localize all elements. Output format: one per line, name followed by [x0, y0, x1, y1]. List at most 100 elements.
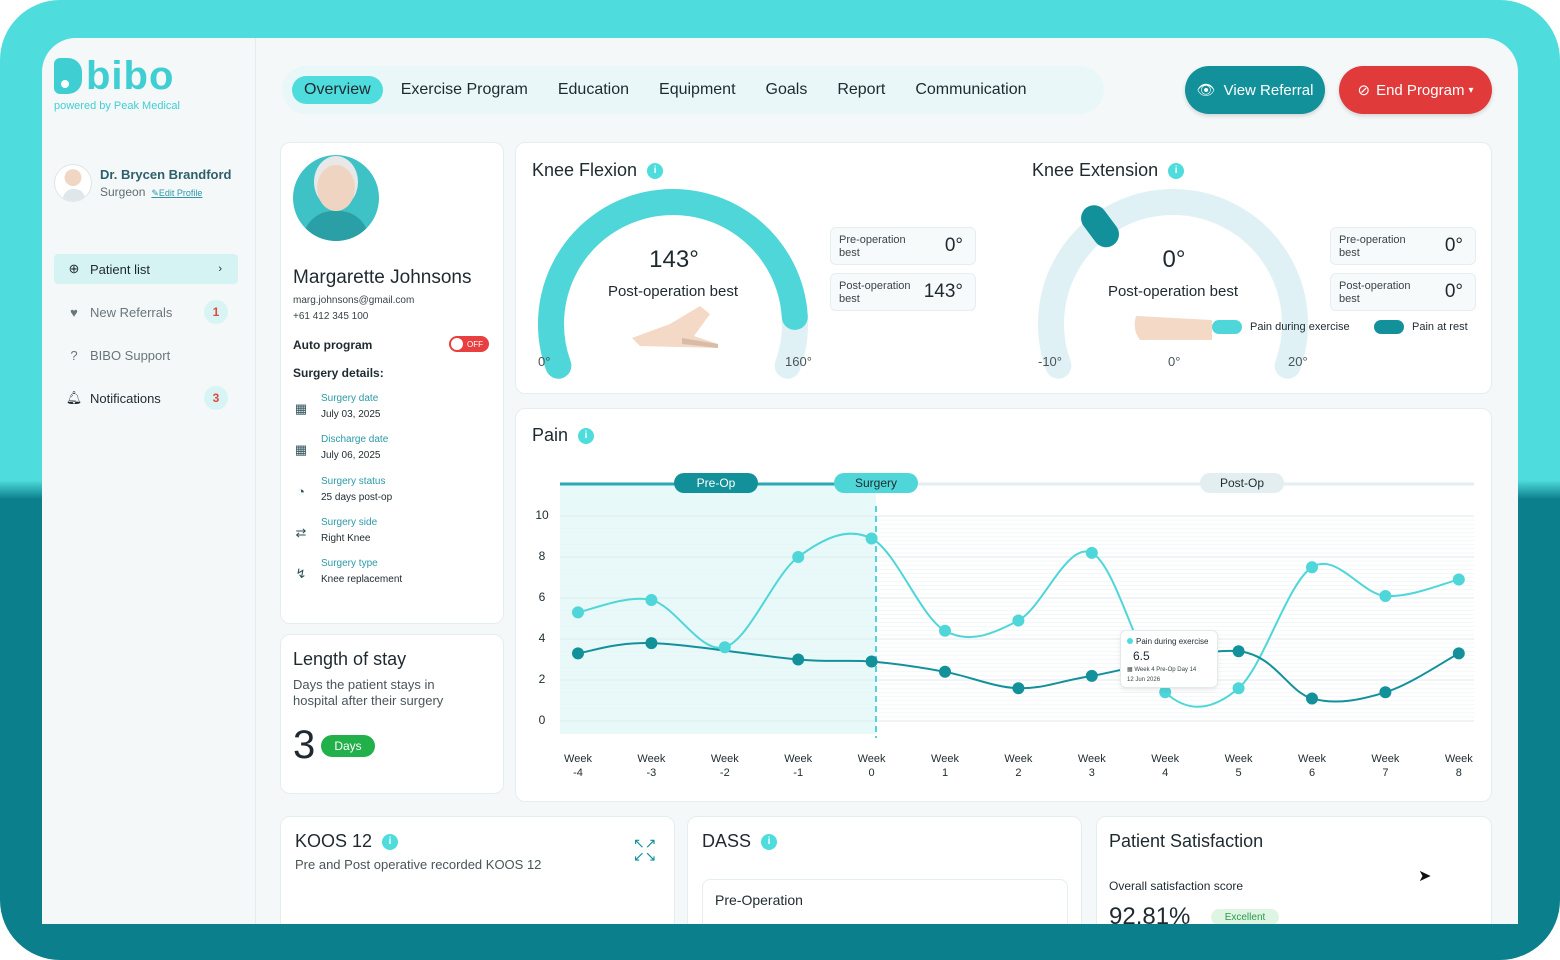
data-point-pain-during-exercise[interactable] [1085, 546, 1098, 559]
calendar-check-icon: ▦ [294, 442, 308, 457]
tab-communication[interactable]: Communication [915, 81, 1027, 98]
tab-report[interactable]: Report [837, 81, 886, 98]
satisfaction-value: 92.81% [1109, 903, 1191, 924]
data-point-pain-at-rest[interactable] [1306, 692, 1318, 705]
patient-list-icon: ⊕ [68, 261, 80, 276]
data-point-pain-during-exercise[interactable] [865, 532, 878, 545]
tab-overview[interactable]: Overview [292, 76, 383, 104]
data-point-pain-at-rest[interactable] [1379, 686, 1392, 699]
surgery-side-row: ⇄ Surgery side Right Knee [293, 517, 378, 544]
detail-label: Surgery side [321, 517, 378, 528]
data-point-pain-at-rest[interactable] [1232, 645, 1245, 658]
data-point-pain-during-exercise[interactable] [1232, 682, 1245, 695]
data-point-pain-during-exercise[interactable] [1379, 589, 1392, 602]
x-tick-label: Week 2 [1004, 753, 1033, 779]
sidebar-item-new-referrals[interactable]: ♥ New Referrals 1 [54, 297, 238, 327]
detail-value: July 03, 2025 [321, 409, 381, 420]
tab-goals[interactable]: Goals [765, 81, 808, 98]
data-point-pain-during-exercise[interactable] [572, 606, 584, 619]
avatar [54, 164, 92, 202]
info-icon[interactable]: i [1168, 162, 1185, 179]
data-point-pain-during-exercise[interactable] [645, 594, 658, 607]
surgery-type-row: ↯ Surgery type Knee replacement [293, 558, 403, 585]
info-icon[interactable]: i [647, 162, 664, 179]
chevron-down-icon: ▾ [1468, 84, 1474, 96]
tab-exercise-program[interactable]: Exercise Program [400, 81, 528, 98]
phase-pre-op: Pre-Op [674, 473, 758, 493]
satisfaction-label: Overall satisfaction score [1109, 879, 1244, 893]
knee-extension-mid: 0° [1168, 354, 1181, 369]
clock-icon: ◔ [297, 484, 305, 499]
stat-label: Pre-operation best [1339, 234, 1406, 259]
data-point-pain-during-exercise[interactable] [1306, 561, 1318, 574]
end-program-button[interactable]: ⊘ End Program ▾ [1339, 66, 1492, 114]
user-role: Surgeon [100, 185, 146, 199]
data-point-pain-during-exercise[interactable] [1012, 614, 1025, 627]
edit-profile-link[interactable]: ✎Edit Profile [151, 188, 203, 198]
knee-flexion-title: Knee Flexion i [532, 160, 664, 181]
surgery-status-row: ◔ Surgery status 25 days post-op [293, 476, 392, 503]
sidebar-item-patient-list[interactable]: ⊕ Patient list › [54, 254, 238, 284]
info-icon[interactable]: i [761, 833, 778, 850]
koos-card: KOOS 12 i Pre and Post operative recorded… [280, 816, 675, 924]
x-tick-label: Week -1 [784, 753, 813, 779]
y-tick-label: 4 [538, 631, 546, 645]
x-tick-label: Week 4 [1151, 753, 1180, 779]
sidebar: bibo powered by Peak Medical Dr. Brycen … [42, 38, 256, 924]
knee-icon: ↯ [295, 566, 307, 581]
knee-flexion-label: Post-operation best [607, 283, 739, 300]
sidebar-item-label: Notifications [90, 390, 161, 406]
data-point-pain-at-rest[interactable] [645, 637, 658, 650]
knee-flexion-pre-stat: Pre-operation best 0° [830, 227, 976, 265]
data-point-pain-at-rest[interactable] [939, 665, 951, 678]
view-referral-label: View Referral [1223, 81, 1314, 99]
days-badge: Days [321, 735, 375, 757]
count-badge: 1 [204, 300, 228, 324]
y-tick-label: 0 [538, 713, 546, 727]
data-point-pain-at-rest[interactable] [865, 655, 878, 668]
sidebar-item-bibo-support[interactable]: ? BIBO Support [54, 340, 238, 370]
series-line-pain-during-exercise [577, 532, 1460, 708]
x-tick-label: Week -4 [564, 753, 592, 779]
knee-extension-min: -10° [1038, 354, 1062, 369]
dass-section-title: Pre-Operation [715, 892, 803, 908]
knee-extension-gauge-track [1038, 189, 1308, 379]
x-tick-label: Week 7 [1371, 753, 1400, 779]
tab-equipment[interactable]: Equipment [659, 81, 736, 98]
data-point-pain-during-exercise[interactable] [1159, 686, 1172, 699]
data-point-pain-during-exercise[interactable] [718, 641, 731, 654]
tab-education[interactable]: Education [557, 81, 630, 98]
eye-icon: 👁︎ [1196, 82, 1216, 99]
knee-rom-card [515, 142, 1492, 394]
auto-program-label: Auto program [293, 338, 373, 352]
y-tick-label: 10 [535, 508, 549, 522]
data-point-pain-at-rest[interactable] [572, 647, 584, 660]
expand-icon[interactable]: ↖↗ ↙↘ [633, 835, 657, 864]
brand-logo[interactable]: bibo [54, 54, 175, 98]
detail-label: Discharge date [321, 434, 389, 445]
data-point-pain-during-exercise[interactable] [1452, 573, 1465, 586]
info-icon[interactable]: i [578, 427, 595, 444]
knee-flexion-gauge-fill [538, 189, 808, 379]
y-tick-label: 2 [538, 672, 546, 686]
block-icon: ⊘ [1357, 82, 1371, 99]
brand-name: bibo [86, 54, 175, 98]
data-point-pain-during-exercise[interactable] [792, 551, 805, 563]
info-icon[interactable]: i [382, 833, 399, 850]
sidebar-item-notifications[interactable]: 🔔︎ Notifications 3 [54, 383, 238, 413]
data-point-pain-at-rest[interactable] [1085, 669, 1098, 682]
data-point-pain-at-rest[interactable] [792, 653, 805, 666]
data-point-pain-at-rest[interactable] [1012, 682, 1025, 695]
tooltip-series: Pain during exercise [1127, 637, 1208, 646]
detail-label: Surgery status [321, 476, 386, 487]
satisfaction-badge: Excellent [1211, 909, 1279, 924]
dass-card: DASS i Pre-Operation [687, 816, 1082, 924]
view-referral-button[interactable]: 👁︎ View Referral [1185, 66, 1325, 114]
legend-pain-during-exercise: Pain during exercise [1212, 320, 1350, 334]
auto-program-toggle[interactable]: OFF [449, 336, 489, 352]
x-tick-label: Week 1 [931, 753, 959, 779]
data-point-pain-at-rest[interactable] [1452, 647, 1465, 660]
knee-extension-pre-stat: Pre-operation best 0° [1330, 227, 1476, 265]
patient-name: Margarette Johnsons [293, 267, 472, 288]
data-point-pain-during-exercise[interactable] [939, 624, 951, 637]
